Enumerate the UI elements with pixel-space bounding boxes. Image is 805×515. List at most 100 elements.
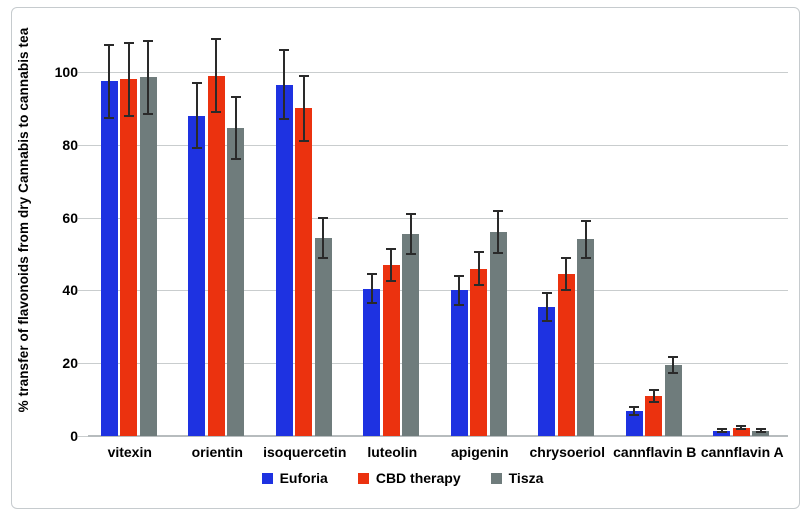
error-bar [195, 82, 198, 149]
x-category-label-orientin: orientin [191, 444, 243, 460]
error-bar [629, 406, 639, 409]
error-bar [545, 292, 548, 321]
error-bar [318, 216, 328, 219]
legend-swatch-icon [490, 472, 502, 484]
bar-tisza-apigenin [489, 232, 507, 436]
bar-tisza-isoquercetin [314, 237, 332, 436]
error-bar [668, 372, 678, 375]
y-tick [78, 217, 88, 219]
error-bar [740, 426, 742, 430]
error-bar [454, 303, 464, 306]
error-bar [298, 74, 309, 77]
error-bar [736, 425, 746, 428]
bar-cbd-therapy-isoquercetin [295, 108, 312, 436]
error-bar [143, 40, 153, 43]
x-category-label-vitexin: vitexin [107, 444, 152, 460]
error-bar [147, 41, 149, 114]
error-bar [458, 275, 460, 305]
gridline [88, 217, 788, 219]
bar-cbd-therapy-apigenin [470, 268, 487, 436]
error-bar [652, 390, 655, 402]
bar-tisza-luteolin [402, 233, 419, 436]
error-bar [755, 430, 766, 433]
error-bar [716, 430, 727, 433]
x-axis-line [88, 435, 788, 437]
legend-swatch-icon [357, 472, 369, 484]
error-bar [565, 258, 567, 291]
bar-cbd-therapy-luteolin [382, 264, 400, 436]
error-bar [716, 428, 727, 431]
legend-item-euforia: Euforia [261, 470, 328, 486]
bar-cbd-therapy-chrysoeriol [557, 274, 575, 436]
error-bar [629, 414, 639, 417]
error-bar [211, 38, 221, 41]
y-tick-label: 100 [54, 64, 78, 80]
x-category-label-isoquercetin: isoquercetin [263, 444, 347, 460]
error-bar [215, 39, 217, 113]
error-bar [123, 41, 134, 44]
y-tick-label: 20 [62, 355, 78, 372]
legend-label: Euforia [279, 470, 328, 486]
error-bar [234, 97, 237, 160]
error-bar [191, 81, 202, 84]
error-bar [477, 252, 480, 285]
error-bar [279, 49, 289, 52]
bar-tisza-cannflavin-A [752, 430, 769, 436]
error-bar [668, 355, 678, 358]
error-bar [283, 50, 285, 120]
y-tick [78, 72, 88, 73]
y-tick [78, 144, 88, 146]
error-bar [108, 44, 110, 118]
x-category-label-cannflavin-B: cannflavin B [613, 444, 697, 460]
bar-euforia-vitexin [100, 81, 118, 436]
x-category-label-chrysoeriol: chrysoeriol [529, 444, 605, 460]
error-bar [736, 428, 746, 431]
error-bar [497, 211, 499, 254]
bar-euforia-orientin [188, 115, 205, 436]
bar-cbd-therapy-vitexin [120, 79, 137, 436]
y-tick-label: 0 [70, 428, 78, 444]
error-bar [390, 248, 392, 282]
bar-tisza-vitexin [139, 77, 157, 436]
error-bar [366, 273, 377, 276]
error-bar [759, 429, 762, 432]
error-bar [104, 43, 114, 46]
error-bar [473, 283, 484, 286]
gridline [88, 72, 788, 73]
error-bar [409, 213, 412, 254]
gridline [88, 363, 788, 365]
error-bar [104, 116, 114, 119]
error-bar [211, 111, 221, 114]
bar-euforia-cannflavin-B [625, 411, 643, 436]
error-bar [230, 96, 241, 99]
error-bar [493, 210, 503, 213]
error-bar [454, 274, 464, 277]
bar-cbd-therapy-cannflavin-B [645, 395, 662, 436]
error-bar [633, 407, 635, 416]
error-bar [298, 140, 309, 143]
error-bar [561, 289, 571, 292]
error-bar [279, 118, 289, 121]
x-category-label-apigenin: apigenin [450, 444, 509, 460]
error-bar [230, 158, 241, 161]
error-bar [473, 251, 484, 254]
error-bar [580, 220, 591, 223]
error-bar [143, 112, 153, 115]
error-bar [720, 429, 723, 432]
error-bar [648, 389, 659, 392]
x-category-label-cannflavin-A: cannflavin A [700, 444, 784, 460]
bar-euforia-luteolin [363, 288, 380, 436]
error-bar [648, 400, 659, 403]
error-bar [123, 114, 134, 117]
error-bar [366, 302, 377, 305]
bar-euforia-cannflavin-A [713, 430, 730, 436]
error-bar [318, 256, 328, 259]
error-bar [580, 256, 591, 259]
gridline [88, 144, 788, 146]
error-bar [322, 217, 324, 258]
legend-label: Tisza [508, 470, 544, 486]
y-tick [78, 436, 88, 437]
bar-tisza-cannflavin-B [664, 365, 682, 436]
error-bar [541, 291, 552, 294]
